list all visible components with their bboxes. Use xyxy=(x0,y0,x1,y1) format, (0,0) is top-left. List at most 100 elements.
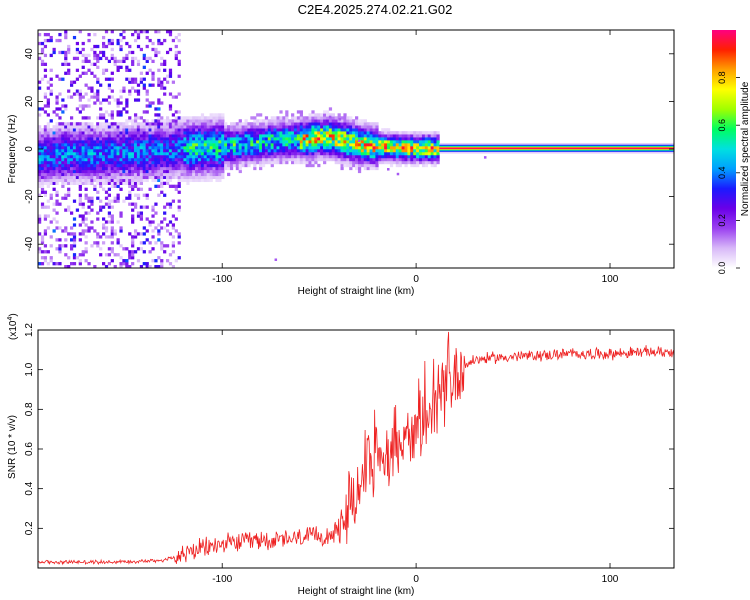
spectrogram-cell xyxy=(160,265,164,268)
spectrogram-cell xyxy=(104,265,109,268)
spectrogram-cell xyxy=(189,143,193,147)
spectrogram-cell xyxy=(357,119,362,123)
spectrogram-cell xyxy=(250,143,254,147)
spectrogram-cell xyxy=(55,95,59,99)
spectrogram-cell xyxy=(78,98,82,102)
spectrogram-cell xyxy=(67,125,71,129)
spectrogram-cell xyxy=(40,154,45,159)
spectrogram-cell xyxy=(101,262,106,266)
spectrogram-cell xyxy=(125,65,129,69)
spectrogram-cell xyxy=(58,125,62,129)
spectrogram-cell xyxy=(381,160,385,165)
spectrogram-cell xyxy=(168,166,173,171)
spectrogram-cell xyxy=(433,151,437,156)
spectrogram-cell xyxy=(58,131,62,135)
spectrogram-cell xyxy=(78,163,82,168)
spectrogram-cell xyxy=(404,163,408,168)
spectrogram-cell xyxy=(407,154,411,159)
spectrogram-cell xyxy=(61,175,65,180)
spectrogram-cell xyxy=(215,169,219,174)
spectrogram-cell xyxy=(160,163,164,168)
spectrogram-cell xyxy=(203,134,207,138)
spectrogram-cell xyxy=(328,115,332,119)
spectrogram-cell xyxy=(81,65,85,69)
spectrogram-cell xyxy=(113,157,117,162)
spectrogram-cell xyxy=(139,241,144,245)
spectrogram-cell xyxy=(61,110,65,114)
spectrogram-cell xyxy=(110,128,114,132)
spectrogram-cell xyxy=(381,143,385,147)
spectrogram-cell xyxy=(61,181,65,185)
spectrogram-cell xyxy=(416,146,420,150)
spectrogram-cell xyxy=(40,143,45,147)
spectrogram-cell xyxy=(148,128,152,132)
spectrogram-cell xyxy=(387,143,391,147)
spectrogram-cell xyxy=(372,131,376,135)
spectrogram-cell xyxy=(116,143,120,147)
spectrogram-cell xyxy=(221,143,225,147)
spectrogram-cell xyxy=(104,143,109,147)
spectrogram-cell xyxy=(232,131,237,135)
spectrogram-cell xyxy=(189,157,193,162)
spectrogram-cell xyxy=(38,41,42,46)
spectrogram-cell xyxy=(317,128,321,132)
spectrogram-cell xyxy=(139,187,144,191)
spectrogram-cell xyxy=(99,205,103,209)
spectrogram-cell xyxy=(244,128,248,132)
spectrogram-cell xyxy=(218,146,222,150)
spectrogram-cell xyxy=(119,187,123,191)
spectrogram-cell xyxy=(55,149,59,153)
spectrogram-cell xyxy=(151,125,155,129)
spectrogram-cell xyxy=(436,131,440,135)
spectrogram-cell xyxy=(84,104,88,108)
spectrogram-cell xyxy=(131,86,135,90)
spectrogram-cell xyxy=(357,137,362,141)
spectrogram-cell xyxy=(171,134,175,138)
spectrogram-cell xyxy=(328,157,333,162)
spectrogram-cell xyxy=(392,137,397,141)
spectrogram-cell xyxy=(136,151,141,156)
spectrogram-cell xyxy=(183,149,187,153)
spectrogram-cell xyxy=(52,143,56,147)
spectrogram-cell xyxy=(168,232,173,236)
spectrogram-cell xyxy=(192,146,196,150)
spectrogram-cell xyxy=(401,140,405,144)
spectrogram-cell xyxy=(69,83,74,87)
spectrogram-cell xyxy=(203,151,207,156)
spectrogram-cell xyxy=(168,74,173,78)
spectrogram-cell xyxy=(241,137,245,141)
spectrogram-cell xyxy=(133,77,138,81)
spectrogram-cell xyxy=(67,149,71,153)
spectrogram-cell xyxy=(189,169,193,174)
spectrogram-cell xyxy=(195,163,199,168)
spectrogram-cell xyxy=(107,166,112,171)
spectrogram-cell xyxy=(419,143,423,147)
spectrogram-cell xyxy=(93,32,97,37)
spectrogram-cell xyxy=(69,128,74,132)
spectrogram-cell xyxy=(183,134,187,138)
spectrogram-cell xyxy=(40,256,45,260)
spectrogram-cell xyxy=(305,125,309,129)
spectrogram-cell xyxy=(151,169,155,174)
spectrogram-cell xyxy=(253,122,257,126)
spectrogram-cell xyxy=(113,98,117,102)
spectrogram-cell xyxy=(314,149,318,153)
spectrogram-cell xyxy=(355,119,359,123)
spectrogram-cell xyxy=(84,137,88,141)
spectrogram-cell xyxy=(247,122,251,126)
spectrogram-cell xyxy=(256,113,260,117)
spectrogram-cell xyxy=(40,202,45,206)
spectrogram-cell xyxy=(267,125,271,129)
spectrogram-cell xyxy=(154,50,158,55)
spectrogram-cell xyxy=(203,178,207,183)
spectrogram-cell xyxy=(96,98,100,102)
spectrogram-cell xyxy=(99,122,103,126)
spectrogram-cell xyxy=(136,157,141,162)
spectrogram-cell xyxy=(131,172,135,177)
spectrogram-cell xyxy=(58,128,62,132)
spectrogram-cell xyxy=(189,125,193,129)
spectrogram-cell xyxy=(160,56,164,61)
spectrogram-cell xyxy=(285,157,289,162)
spectrogram-cell xyxy=(96,160,100,165)
